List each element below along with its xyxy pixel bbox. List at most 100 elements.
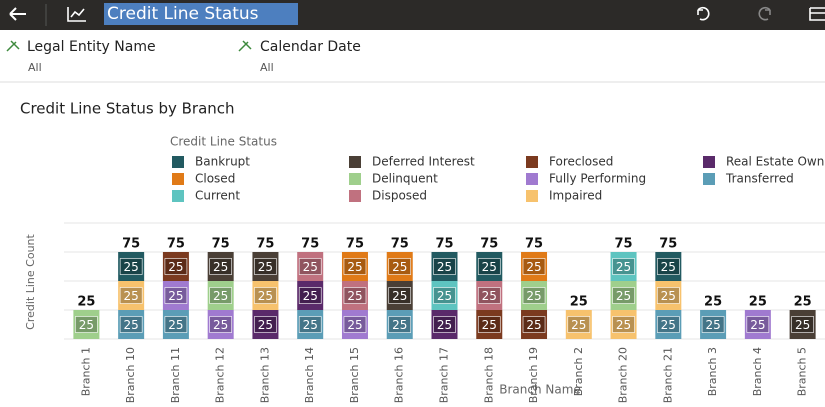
segment-label-bg [298,258,322,275]
segment-label: 25 [750,318,765,332]
y-axis-title: Credit Line Count [24,233,37,329]
segment-label: 25 [168,260,183,274]
segment-label: 25 [795,318,810,332]
segment-label: 25 [705,318,720,332]
x-axis-title: Branch Name [499,383,581,397]
segment-label-bg [388,316,412,333]
segment-label: 25 [571,318,586,332]
bar-segment [73,310,100,339]
bar-segment [521,281,548,310]
segment-label-bg [567,316,591,333]
legend-label: Deferred Interest [372,155,475,169]
bar-segment [386,281,413,310]
segment-label-bg [612,258,635,275]
segment-label-bg [477,258,501,275]
segment-label: 25 [392,318,407,332]
segment-label: 25 [661,260,676,274]
total-label: 25 [570,295,588,310]
segment-label: 25 [482,289,497,303]
page-title[interactable]: Credit Line Status [107,4,259,24]
segment-label-bg [343,287,367,304]
total-label: 75 [435,237,453,252]
total-label: 75 [525,237,543,252]
segment-label: 25 [661,289,676,303]
segment-label-bg [75,316,98,333]
segment-label: 25 [303,289,318,303]
bar-segment [476,252,503,281]
segment-label: 25 [124,260,139,274]
x-tick-label: Branch 15 [348,347,361,403]
segment-label: 25 [347,318,362,332]
bar-segment [341,281,368,310]
menu-icon[interactable] [809,7,825,21]
bar-segment [700,310,727,339]
total-label: 75 [122,237,140,252]
bar-segment [118,281,145,310]
x-tick-label: Branch 3 [706,347,719,396]
bar-segment [655,281,682,310]
bar-segment [207,310,234,339]
total-label: 25 [794,295,812,310]
total-label: 75 [480,237,498,252]
pin-icon[interactable] [238,40,252,52]
bar-segment [431,310,458,339]
segment-label: 25 [482,260,497,274]
legend-label: Delinquent [372,172,438,186]
segment-label: 25 [437,289,452,303]
x-tick-label: Branch 4 [751,347,764,396]
segment-label-bg [388,258,412,275]
chart-icon [67,7,86,22]
bar-segment [252,310,279,339]
segment-label-bg [433,287,456,304]
pin-icon[interactable] [6,40,20,52]
segment-label-bg [612,287,635,304]
segment-label-bg [612,316,635,333]
x-tick-label: Branch 18 [482,347,495,403]
segment-label: 25 [616,318,631,332]
x-tick-label: Branch 12 [214,347,227,403]
bar-segment [118,310,145,339]
total-label: 75 [615,237,633,252]
segment-label-bg [657,287,680,304]
undo-button[interactable] [697,6,710,21]
bar-segment [431,281,458,310]
segment-label-bg [477,316,501,333]
legend-swatch [349,173,361,185]
segment-label-bg [254,316,277,333]
segment-label-bg [791,316,814,333]
segment-label: 25 [437,318,452,332]
bar-segment [162,310,189,339]
back-button[interactable] [9,7,26,21]
legend-label: Foreclosed [549,155,613,169]
segment-label-bg [209,287,232,304]
filter-label[interactable]: Legal Entity Name [27,39,156,55]
bar-segment [118,252,145,281]
bar-segment [162,281,189,310]
segment-label-bg [119,316,143,333]
bar-segment [297,281,324,310]
x-tick-label: Branch 19 [527,347,540,403]
segment-label: 25 [303,318,318,332]
bar-segment [386,310,413,339]
bar-segment [521,252,548,281]
filter-label[interactable]: Calendar Date [260,39,361,55]
segment-label-bg [209,316,232,333]
redo-button[interactable] [758,6,771,21]
segment-label-bg [433,316,456,333]
filter-value[interactable]: All [28,61,42,74]
bar-segment [341,252,368,281]
segment-label: 25 [661,318,676,332]
segment-label-bg [298,287,322,304]
bar-segment [565,310,592,339]
legend-label: Real Estate Owned [726,155,825,169]
x-tick-label: Branch 10 [124,347,137,403]
legend-title: Credit Line Status [170,135,277,149]
filter-value[interactable]: All [260,61,274,74]
segment-label: 25 [347,289,362,303]
bar-segment [610,281,637,310]
segment-label-bg [433,258,456,275]
segment-label: 25 [616,289,631,303]
bar-segment [610,252,637,281]
bar-segment [744,310,771,339]
